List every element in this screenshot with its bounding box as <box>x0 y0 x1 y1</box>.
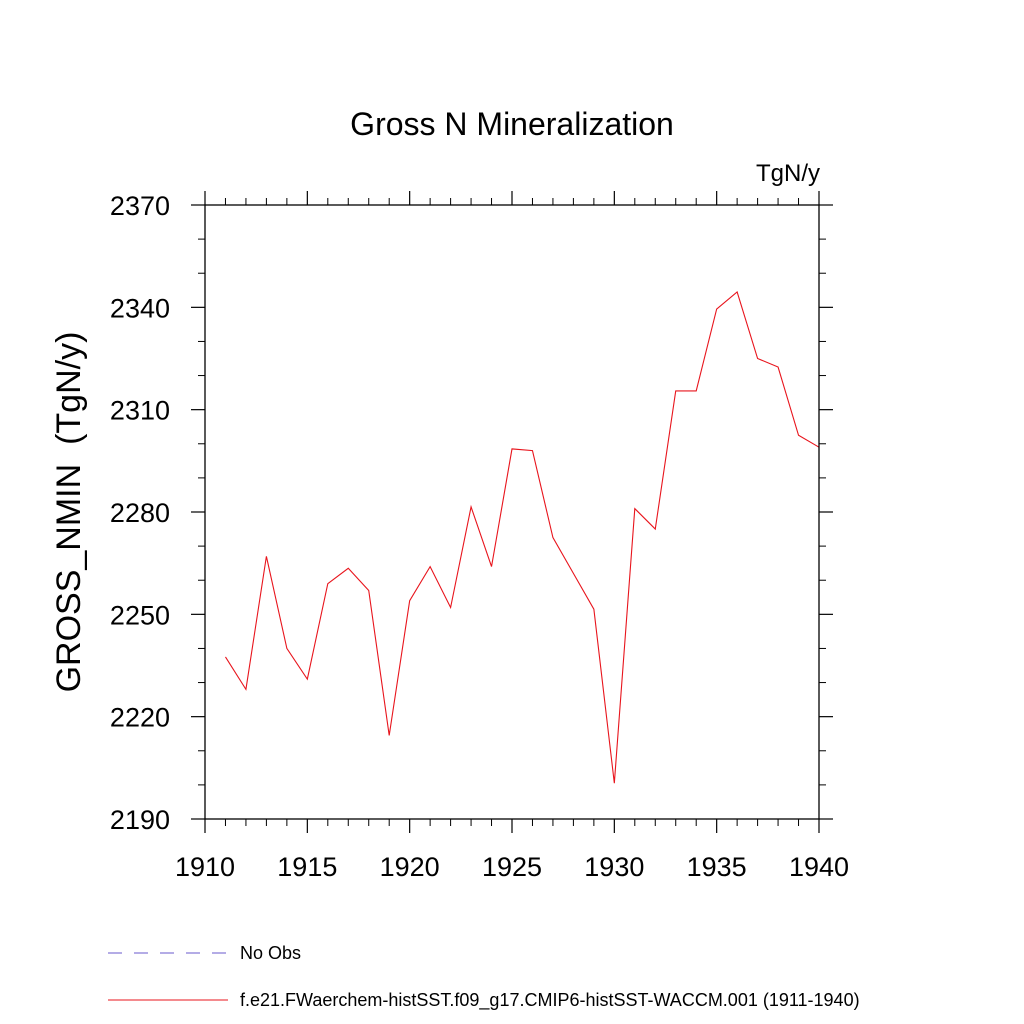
x-tick-label-1925: 1925 <box>482 852 542 882</box>
series-line-0 <box>225 291 820 784</box>
y-tick-label-2250: 2250 <box>110 600 170 630</box>
x-tick-label-1940: 1940 <box>789 852 849 882</box>
tick-marks <box>191 191 833 833</box>
y-tick-label-2370: 2370 <box>110 191 170 221</box>
y-tick-label-2280: 2280 <box>110 498 170 528</box>
x-tick-label-1935: 1935 <box>687 852 747 882</box>
x-tick-label-1930: 1930 <box>584 852 644 882</box>
x-tick-label-1910: 1910 <box>175 852 235 882</box>
series-layer <box>225 291 820 784</box>
y-tick-label-2310: 2310 <box>110 396 170 426</box>
legend-label-no-obs: No Obs <box>240 943 301 963</box>
y-tick-label-2220: 2220 <box>110 703 170 733</box>
plot-frame <box>204 204 820 820</box>
chart-title: Gross N Mineralization <box>350 106 674 142</box>
x-tick-label-1915: 1915 <box>277 852 337 882</box>
legend: No Obs f.e21.FWaerchem-histSST.f09_g17.C… <box>108 943 860 1011</box>
y-tick-label-2340: 2340 <box>110 293 170 323</box>
x-tick-label-1920: 1920 <box>380 852 440 882</box>
units-label: TgN/y <box>756 160 820 187</box>
tick-labels: 1910 1915 1920 1925 1930 1935 1940 2190 2220 2250… <box>110 191 849 882</box>
y-tick-label-2190: 2190 <box>110 805 170 835</box>
legend-label-series: f.e21.FWaerchem-histSST.f09_g17.CMIP6-hi… <box>240 990 860 1011</box>
y-axis-label: GROSS_NMIN (TgN/y) <box>50 332 88 693</box>
